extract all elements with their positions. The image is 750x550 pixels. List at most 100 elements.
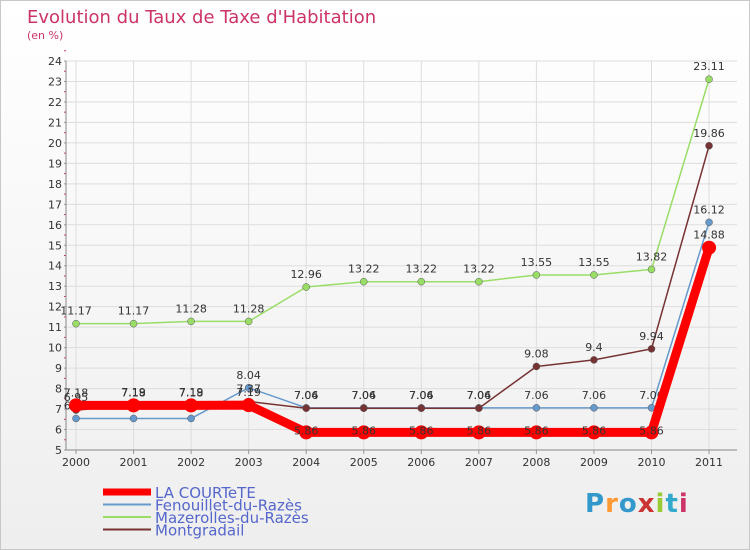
data-label: 19.86 — [693, 127, 725, 140]
y-tick-label: 22 — [48, 96, 62, 109]
data-point — [529, 425, 544, 440]
data-label: 7.06 — [294, 389, 319, 402]
data-label: 5.86 — [524, 424, 549, 437]
data-label: 11.28 — [233, 302, 265, 315]
x-tick-label: 2005 — [350, 456, 378, 469]
x-tick-label: 2002 — [177, 456, 205, 469]
data-point — [471, 425, 486, 440]
data-label: 11.17 — [118, 305, 150, 318]
y-tick-label: 19 — [48, 157, 62, 170]
data-point — [532, 362, 541, 371]
x-tick-label: 2004 — [292, 456, 320, 469]
series-la-courtete: 7.18 7.18 7.18 7.195.86 5.86 5.86 5.86 5.86 5.86… — [64, 229, 725, 440]
data-point — [360, 277, 368, 286]
data-label: 5.86 — [352, 424, 377, 437]
data-point — [129, 414, 138, 423]
series-line — [71, 243, 714, 437]
y-tick-label: 17 — [48, 198, 62, 211]
series-montgradail: 6.95 7.19 7.19 7.377.04 7.04 7.04 7.049.089.49… — [64, 127, 725, 414]
y-tick-label: 14 — [48, 260, 62, 273]
data-point — [532, 404, 541, 412]
legend-item: Fenouillet-du-Razès — [103, 497, 302, 515]
legend-label: Fenouillet-du-Razès — [155, 497, 302, 515]
data-point — [705, 218, 713, 227]
data-point — [187, 317, 195, 326]
data-label: 7.18 — [64, 386, 89, 399]
series-line — [75, 145, 710, 411]
data-label: 8.04 — [236, 369, 261, 382]
data-point — [590, 404, 598, 412]
data-point — [590, 271, 598, 279]
data-point — [126, 398, 141, 413]
data-label: 5.86 — [467, 424, 492, 437]
data-point — [475, 404, 483, 412]
data-label: 5.86 — [582, 424, 607, 437]
legend-label: Mazerolles-du-Razès — [155, 509, 309, 527]
data-label: 6.95 — [64, 391, 89, 404]
data-point — [187, 414, 195, 423]
data-label: 7.18 — [121, 386, 146, 399]
x-tick-label: 2007 — [465, 456, 493, 469]
data-label: 11.17 — [60, 305, 92, 318]
data-label: 5.86 — [409, 424, 434, 437]
y-tick-label: 20 — [48, 137, 62, 150]
legend-label: LA COURTeTE — [155, 484, 256, 502]
y-tick-label: 9 — [55, 362, 62, 375]
logo-letter: i — [655, 489, 666, 519]
data-point — [244, 317, 253, 326]
proxiti-logo: Proxiti — [585, 489, 689, 519]
logo-letter: o — [618, 489, 638, 519]
data-point — [475, 277, 483, 286]
y-tick-label: 16 — [48, 219, 62, 232]
logo-letter: P — [585, 489, 606, 519]
data-point — [72, 414, 80, 423]
data-point — [356, 425, 371, 440]
data-point — [705, 75, 713, 83]
x-tick-label: 2000 — [62, 456, 90, 469]
y-tick-label: 24 — [48, 55, 62, 68]
data-label: 13.22 — [406, 263, 438, 276]
y-tick-label: 11 — [48, 321, 62, 334]
data-label: 7.19 — [236, 386, 261, 399]
y-tick-label: 8 — [55, 383, 62, 396]
data-point — [647, 265, 656, 274]
chart-subtitle: (en %) — [27, 29, 64, 42]
data-point — [129, 319, 138, 328]
data-point — [417, 404, 426, 412]
data-label: 7.37 — [236, 382, 261, 395]
legend-label: Montgradail — [155, 522, 244, 540]
data-point — [586, 425, 601, 440]
data-label: 7.04 — [409, 389, 434, 402]
data-label: 7.19 — [121, 386, 146, 399]
x-tick-label: 2009 — [580, 456, 608, 469]
data-point — [414, 425, 429, 440]
y-tick-label: 5 — [55, 444, 62, 457]
data-label: 7.04 — [467, 389, 492, 402]
y-tick-label: 23 — [48, 75, 62, 88]
data-point — [590, 356, 598, 364]
data-point — [417, 277, 426, 286]
data-label: 23.11 — [693, 60, 725, 73]
data-label: 9.94 — [639, 330, 664, 343]
legend-item: LA COURTeTE — [103, 484, 256, 502]
x-tick-label: 2006 — [407, 456, 435, 469]
data-label: 7.06 — [467, 389, 492, 402]
logo-letter: r — [605, 489, 619, 519]
legend-item: Montgradail — [103, 522, 244, 540]
data-label: 13.55 — [578, 256, 610, 269]
data-label: 12.96 — [290, 268, 322, 281]
chart-title: Evolution du Taux de Taxe d'Habitation — [27, 7, 377, 28]
y-tick-label: 18 — [48, 178, 62, 191]
x-tick-label: 2010 — [638, 456, 666, 469]
data-point — [299, 425, 314, 440]
data-label: 7.04 — [352, 389, 377, 402]
data-point — [360, 404, 368, 412]
data-point — [532, 271, 541, 279]
data-point — [244, 384, 253, 392]
logo-letter: x — [637, 489, 656, 519]
data-point — [644, 425, 659, 440]
series-mazerolles-du-raz-s: 11.17 11.17 11.28 11.28 12.96 13.22 13.22 13.22… — [60, 60, 725, 328]
y-tick-label: 15 — [48, 239, 62, 252]
